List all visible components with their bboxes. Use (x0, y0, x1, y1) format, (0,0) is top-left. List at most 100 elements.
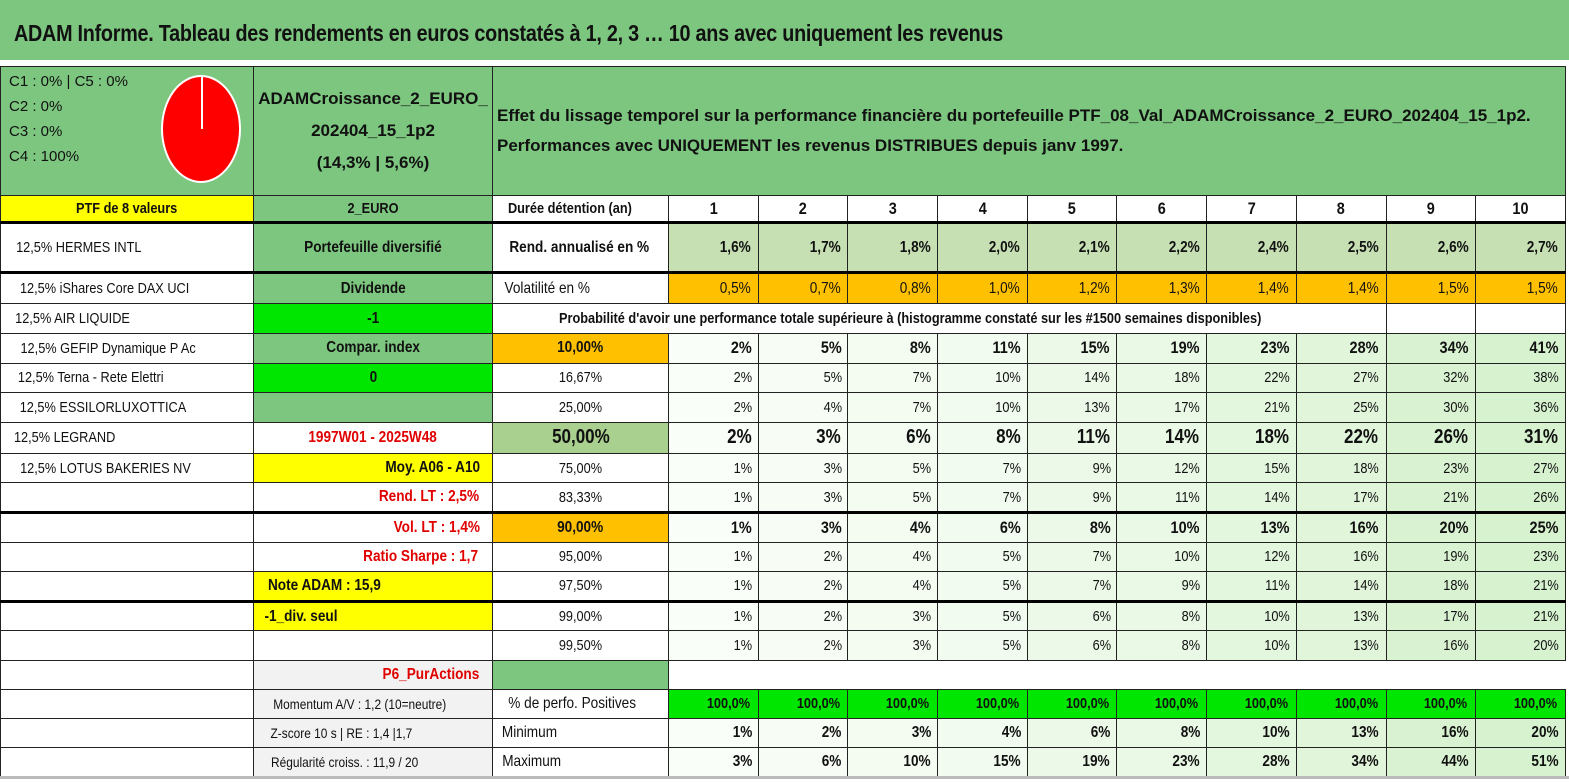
minimum-label: Minimum (492, 717, 669, 748)
value-cell-year-1: 1,6% (668, 222, 759, 274)
value-cell-year-4: 15% (937, 746, 1028, 777)
performance-table: C1 : 0% | C5 : 0% C2 : 0% C3 : 0% C4 : 100%… (0, 66, 1566, 777)
currency: 2_EURO (253, 195, 493, 224)
threshold: 90,00% (492, 511, 669, 543)
value-cell-year-4: 7% (937, 482, 1028, 514)
allocation-legend-cell: C1 : 0% | C5 : 0% C2 : 0% C3 : 0% C4 : 100% (0, 66, 254, 196)
value-cell-year-3: 4% (847, 571, 939, 603)
table-row: 12,5% AIR LIQUIDE -1 Probabilité d'avoir u… (0, 303, 1566, 334)
value-cell-year-1: 100,0% (668, 688, 759, 719)
value-cell-year-10: 38% (1475, 362, 1566, 394)
value-cell-year-1: 1% (668, 630, 759, 661)
value-cell-year-10: 51% (1475, 746, 1566, 777)
table-row: PTF de 8 valeurs 2_EURO Durée détention (a… (0, 195, 1566, 224)
table-row: Rend. LT : 2,5% 83,33% 1% 3% 5% 7% 9% 11% 14% 17%… (0, 482, 1566, 514)
value-cell-year-4: 5% (937, 600, 1028, 632)
value-cell-year-10: 41% (1475, 333, 1566, 364)
value-cell-year-10: 20% (1475, 717, 1566, 748)
value-cell-year-1: 2% (668, 421, 759, 454)
empty-cell (1385, 303, 1477, 334)
portfolio-type: Portefeuille diversifié (253, 222, 493, 274)
value-cell-year-1: 1% (668, 717, 759, 748)
value-cell-year-4: 10% (937, 392, 1028, 423)
table-row: 99,50% 1% 2% 3% 5% 6% 8% 10% 13% 16% 20% (0, 630, 1566, 661)
value-cell-year-9: 44% (1385, 746, 1477, 777)
value-cell-year-1: 2% (668, 362, 759, 394)
value-cell-year-2: 3% (757, 482, 849, 514)
threshold: 83,33% (492, 482, 669, 514)
value-cell-year-10: 2,7% (1475, 222, 1566, 274)
value-cell-year-1: 3% (668, 746, 759, 777)
value-cell-year-5: 8% (1026, 511, 1118, 543)
value-cell-year-4: 11% (937, 333, 1028, 364)
value-cell-year-8: 13% (1295, 717, 1387, 748)
threshold: 99,50% (492, 630, 669, 661)
value-cell-year-7: 14% (1206, 482, 1297, 514)
value-cell-year-1: 1% (668, 482, 759, 514)
threshold: 16,67% (492, 362, 669, 394)
value-cell-year-7: 1,4% (1206, 272, 1297, 304)
value-cell-year-8: 22% (1295, 421, 1387, 454)
value-cell-year-9: 20% (1385, 511, 1477, 543)
year-header-6: 6 (1116, 195, 1208, 224)
value-cell-year-9: 32% (1385, 362, 1477, 394)
value-cell-year-7: 12% (1206, 541, 1297, 573)
table-row: 12,5% LEGRAND 1997W01 - 2025W48 50,00% 2% 3%… (0, 421, 1566, 454)
rend-lt: Rend. LT : 2,5% (253, 482, 493, 514)
value-cell-year-7: 23% (1206, 333, 1297, 364)
value-cell-year-8: 28% (1295, 333, 1387, 364)
value-cell-year-2: 3% (757, 511, 849, 543)
value-cell-year-3: 6% (847, 421, 939, 454)
holding (0, 571, 254, 603)
value-cell-year-2: 4% (757, 392, 849, 423)
vol-lt: Vol. LT : 1,4% (253, 511, 493, 543)
value-cell-year-5: 9% (1026, 452, 1118, 484)
value-cell-year-4: 6% (937, 511, 1028, 543)
holding: 12,5% AIR LIQUIDE (0, 303, 254, 334)
table-row: Note ADAM : 15,9 97,50% 1% 2% 4% 5% 7% 9% 11% 14%… (0, 571, 1566, 603)
value-cell-year-5: 6% (1026, 600, 1118, 632)
table-row: -1_div. seul 99,00% 1% 2% 3% 5% 6% 8% 10% 13% 17% 2… (0, 600, 1566, 632)
value-cell-year-6: 14% (1116, 421, 1208, 454)
value-cell-year-8: 1,4% (1295, 272, 1387, 304)
value-cell-year-5: 6% (1026, 630, 1118, 661)
table-row: P6_PurActions (0, 659, 1566, 690)
value-cell-year-5: 6% (1026, 717, 1118, 748)
holding: 12,5% iShares Core DAX UCI (0, 272, 254, 304)
year-header-7: 7 (1206, 195, 1297, 224)
value-cell-year-7: 10% (1206, 717, 1297, 748)
value-cell-year-9: 1,5% (1385, 272, 1477, 304)
threshold: 99,00% (492, 600, 669, 632)
value-cell-year-8: 100,0% (1295, 688, 1387, 719)
value-cell-year-1: 1% (668, 600, 759, 632)
value-cell-year-5: 7% (1026, 541, 1118, 573)
value-cell-year-4: 5% (937, 630, 1028, 661)
value-cell-year-5: 9% (1026, 482, 1118, 514)
value-cell-year-3: 5% (847, 452, 939, 484)
year-header-1: 1 (668, 195, 759, 224)
value-cell-year-2: 5% (757, 362, 849, 394)
value-cell-year-5: 19% (1026, 746, 1118, 777)
value-cell-year-3: 5% (847, 482, 939, 514)
description: Effet du lissage temporel sur la perform… (492, 66, 1566, 196)
value-cell-year-9: 16% (1385, 717, 1477, 748)
value-cell-year-2: 2% (757, 571, 849, 603)
year-header-3: 3 (847, 195, 939, 224)
value-cell-year-9: 100,0% (1385, 688, 1477, 719)
positives-label: % de perfo. Positives (492, 688, 669, 719)
value-cell-year-7: 2,4% (1206, 222, 1297, 274)
year-header-10: 10 (1475, 195, 1566, 224)
value-cell-year-7: 15% (1206, 452, 1297, 484)
p6-label: P6_PurActions (253, 659, 493, 690)
value-cell-year-8: 14% (1295, 571, 1387, 603)
table-row: 12,5% GEFIP Dynamique P Ac Compar. index 1… (0, 333, 1566, 364)
allocation-pie-chart (161, 75, 241, 183)
value-cell-year-6: 2,2% (1116, 222, 1208, 274)
empty-cell (1475, 303, 1566, 334)
empty-green (253, 392, 493, 423)
year-header-2: 2 (757, 195, 849, 224)
zscore: Z-score 10 s | RE : 1,4 |1,7 (253, 717, 493, 748)
value-cell-year-7: 100,0% (1206, 688, 1297, 719)
value-cell-year-2: 1,7% (757, 222, 849, 274)
empty-cell (758, 660, 848, 689)
